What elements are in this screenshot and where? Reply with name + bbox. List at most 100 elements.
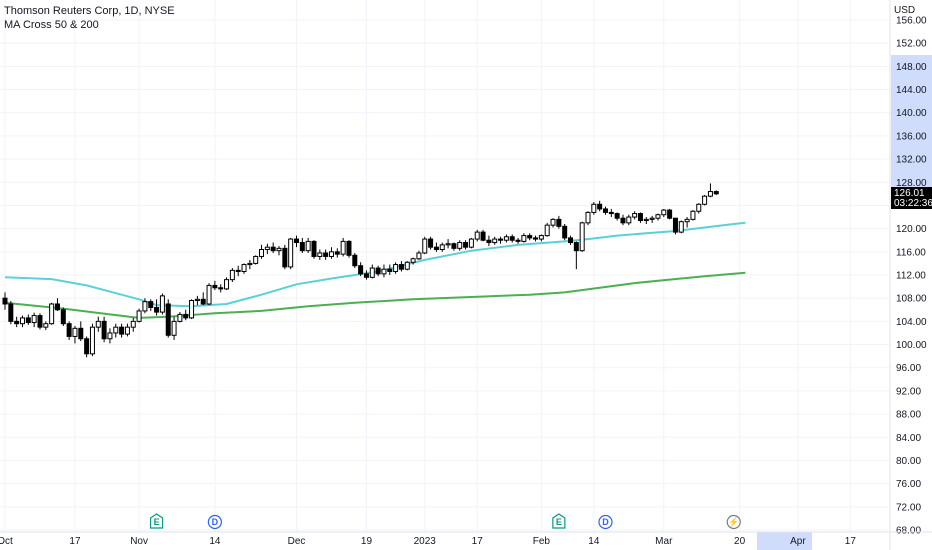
earnings-marker[interactable]: E [552,513,566,529]
candle [521,233,527,243]
candle [8,301,14,325]
candle-body [363,273,369,278]
candle [713,190,719,196]
time-tick-label: 19 [361,536,373,547]
price-tick-label: 76.00 [896,479,921,490]
candle-body [614,213,620,219]
candle [311,240,317,259]
candle-body [643,218,649,222]
earnings-icon [149,513,164,529]
candle [428,236,434,250]
candle [515,237,521,244]
candle [2,292,8,310]
candle-body [358,265,364,275]
price-tick-label: 92.00 [896,386,921,397]
candle-body [538,235,544,240]
earnings-marker[interactable]: E [149,513,164,529]
candle [614,212,620,221]
candle-body [492,238,498,244]
price-tick-label: 132.00 [896,155,927,166]
candle-body [107,332,113,340]
candle [468,237,474,249]
candle [393,262,399,274]
candle [229,268,235,282]
ma-50-path [4,221,746,308]
candle [474,229,480,242]
dividend-marker[interactable]: D [207,514,222,530]
price-tick-label: 136.00 [896,131,927,142]
candle-body [299,242,305,252]
price-tick-label: 116.00 [896,247,926,258]
candle [404,261,410,271]
time-tick-label: 2023 [414,536,437,547]
candle-body [568,237,574,244]
candle-body [451,243,457,249]
candle-body [206,284,212,305]
candle [626,214,632,226]
candle [410,257,416,265]
candle-body [690,210,696,220]
candle [696,203,702,214]
time-tick-label: Oct [0,536,13,547]
ma-200-path [4,271,746,319]
price-tick-label: 88.00 [896,410,921,421]
candle-body [579,222,585,252]
event-label: D [602,517,609,527]
time-axis[interactable]: Oct 17 Nov 14 Dec 19 2023 17 Feb 14 Mar 20 Apr 17 [0,531,932,547]
candle-body [626,216,632,224]
candle [643,217,649,224]
candle-body [113,326,119,334]
candle-body [550,218,556,226]
candle [66,321,72,340]
candle-body [165,303,171,336]
indicator-title[interactable]: MA Cross 50 & 200 [4,19,99,31]
candle [439,242,445,252]
candle [463,240,469,250]
candle [247,259,253,270]
candle-body [84,338,90,355]
candle-body [672,217,678,233]
candle [597,200,603,212]
candle-body [264,246,270,251]
split-marker[interactable]: ⚡ [726,514,741,530]
candle [171,316,177,340]
price-tick-label: 112.00 [896,271,926,282]
candle-body [317,252,323,257]
candle [177,312,183,323]
candle-body [218,287,224,290]
candle [451,242,457,251]
candle-body [416,252,422,260]
candle [294,235,299,248]
candle [340,237,346,257]
price-axis[interactable]: 68.00 72.00 76.00 80.00 84.00 88.00 92.00 96.00… [889,0,927,550]
candle [37,313,43,330]
candle [253,255,259,265]
candle [113,323,119,338]
dividend-icon [598,514,613,530]
candle-body [247,262,253,266]
candle-body [620,217,626,224]
dividend-marker[interactable]: D [598,514,613,530]
time-tick-label: 14 [588,536,600,547]
candle-body [37,315,43,328]
price-tick-label: 108.00 [896,294,927,305]
candle-body [154,306,160,313]
candle [369,264,375,279]
candle-body [183,313,189,319]
candle-body [591,203,597,213]
candle-body [486,239,492,244]
candle-body [235,269,241,273]
candle [480,229,486,242]
candle [544,222,550,237]
candle [78,321,84,342]
candle-body [498,238,504,241]
candle [678,220,684,234]
candle [620,214,626,226]
time-tick-label: Dec [288,536,306,547]
symbol-title[interactable]: Thomson Reuters Corp, 1D, NYSE [4,5,175,17]
candle [95,316,101,332]
candle-body [49,303,55,325]
candle [422,236,428,255]
candle-body [241,264,247,273]
